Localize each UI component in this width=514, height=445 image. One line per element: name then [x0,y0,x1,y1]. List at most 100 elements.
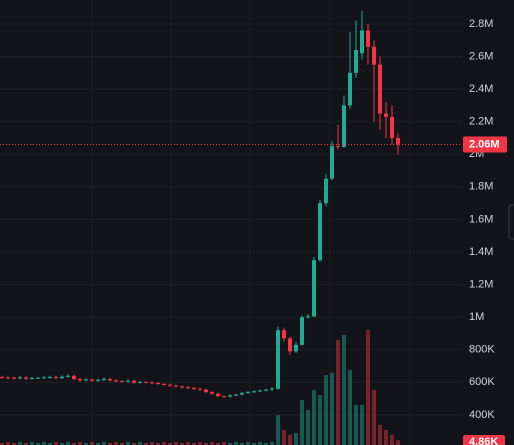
volume-bar [24,443,28,445]
volume-bar [168,443,172,445]
volume-bar [48,443,52,445]
candle-body [324,178,328,204]
volume-bar [324,375,328,445]
candle-body [156,382,160,384]
candle-body [60,376,64,379]
y-tick-label: 1.6M [469,213,493,225]
volume-bar [120,443,124,445]
volume-bar [294,433,298,445]
candle-body [366,30,370,47]
candle-body [114,380,118,382]
candle-body [0,377,4,379]
volume-bar [180,443,184,445]
candle-body [390,116,394,138]
candle-body [102,379,106,381]
volume-bar [384,430,388,445]
candle-body [48,377,52,379]
last-price-label: 2.06M [469,138,500,150]
y-tick-label: 1.4M [469,246,493,258]
y-tick-label: 600K [469,376,495,388]
y-tick-label: 800K [469,344,495,356]
volume-bar [276,415,280,445]
candle-body [24,377,28,379]
candle-body [120,380,124,382]
volume-bar [348,370,352,445]
volume-bar [258,442,262,445]
candle-body [6,377,10,379]
candle-body [342,105,346,147]
volume-bar [366,330,370,445]
candle-body [18,377,22,379]
candle-body [210,392,214,394]
volume-bar [216,443,220,445]
candle-body [300,317,304,345]
volume-bar [246,442,250,445]
volume-bar [210,442,214,445]
volume-bar [228,443,232,445]
candle-body [216,393,220,397]
candle-body [174,385,178,387]
last-price-box [463,136,507,153]
candle-body [360,30,364,54]
y-tick-label: 1M [469,311,484,323]
volume-bar [312,390,316,445]
y-tick-label: 1.2M [469,278,493,290]
volume-bar [30,442,34,445]
volume-bar [6,442,10,445]
candle-body [66,375,70,377]
y-tick-label: 1.8M [469,181,493,193]
candle-body [198,388,202,390]
candle-body [282,330,286,339]
volume-bar [42,442,46,445]
candle-body [240,392,244,395]
candle-body [264,389,268,391]
candle-body [162,383,166,385]
volume-bar [0,443,4,445]
volume-bar [342,335,346,445]
volume-bar [234,442,238,445]
candle-body [270,388,274,390]
candle-body [72,375,76,380]
volume-bar [150,442,154,445]
volume-bar [288,435,292,445]
candle-body [84,379,88,381]
candle-body [318,203,322,261]
candle-body [330,146,334,179]
volume-bar [72,443,76,445]
scroll-handle[interactable] [508,204,514,240]
volume-bar [396,440,400,445]
volume-bar [300,400,304,445]
volume-bar [390,435,394,445]
candle-body [246,392,250,394]
candle-body [228,395,232,397]
volume-bar [66,442,70,445]
candle-body [12,377,16,379]
candle-body [396,137,400,145]
y-tick-label: 400K [469,409,495,421]
volume-bar [84,443,88,445]
volume-bar [318,395,322,445]
volume-bar [126,442,130,445]
y-tick-label: 2.2M [469,116,493,128]
volume-bar [54,442,58,445]
candle-body [348,72,352,106]
y-tick-label: 2.4M [469,83,493,95]
candles [0,10,400,398]
volume-bar [336,340,340,445]
volume-bar [372,390,376,445]
volume-bar [354,405,358,445]
candle-body [54,377,58,379]
volume-bar [60,443,64,445]
volume-bar [90,442,94,445]
volume-bar [132,443,136,445]
volume-bar [108,443,112,445]
volume-bar [222,442,226,445]
volume-bar [18,442,22,445]
last-volume-label: 4.86K [469,436,498,445]
volume-bar [282,430,286,445]
volume-bar [252,443,256,445]
volume-bar [360,405,364,445]
candle-body [78,379,82,381]
